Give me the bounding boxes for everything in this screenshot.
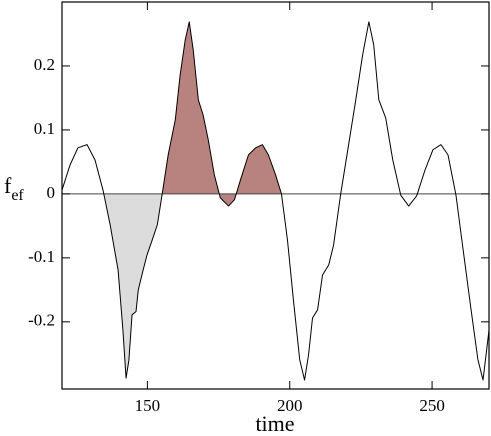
x-axis-label: time [255,411,294,436]
x-tick-label: 250 [419,396,445,415]
shaded-area [102,190,163,379]
data-line [61,21,490,381]
x-tick-label: 200 [277,396,303,415]
y-axis-label-main: f [4,173,12,198]
plot-frame [61,1,490,390]
y-tick-label: 0.1 [34,119,55,138]
y-tick-label: 0 [47,183,56,202]
shaded-area [162,21,282,207]
x-tick-label: 150 [135,396,161,415]
y-tick-label: -0.1 [28,247,55,266]
y-tick-label: 0.2 [34,55,55,74]
y-axis-label-sub: ef [11,187,24,204]
y-tick-label: -0.2 [28,311,55,330]
y-axis-label: fef [4,173,24,204]
